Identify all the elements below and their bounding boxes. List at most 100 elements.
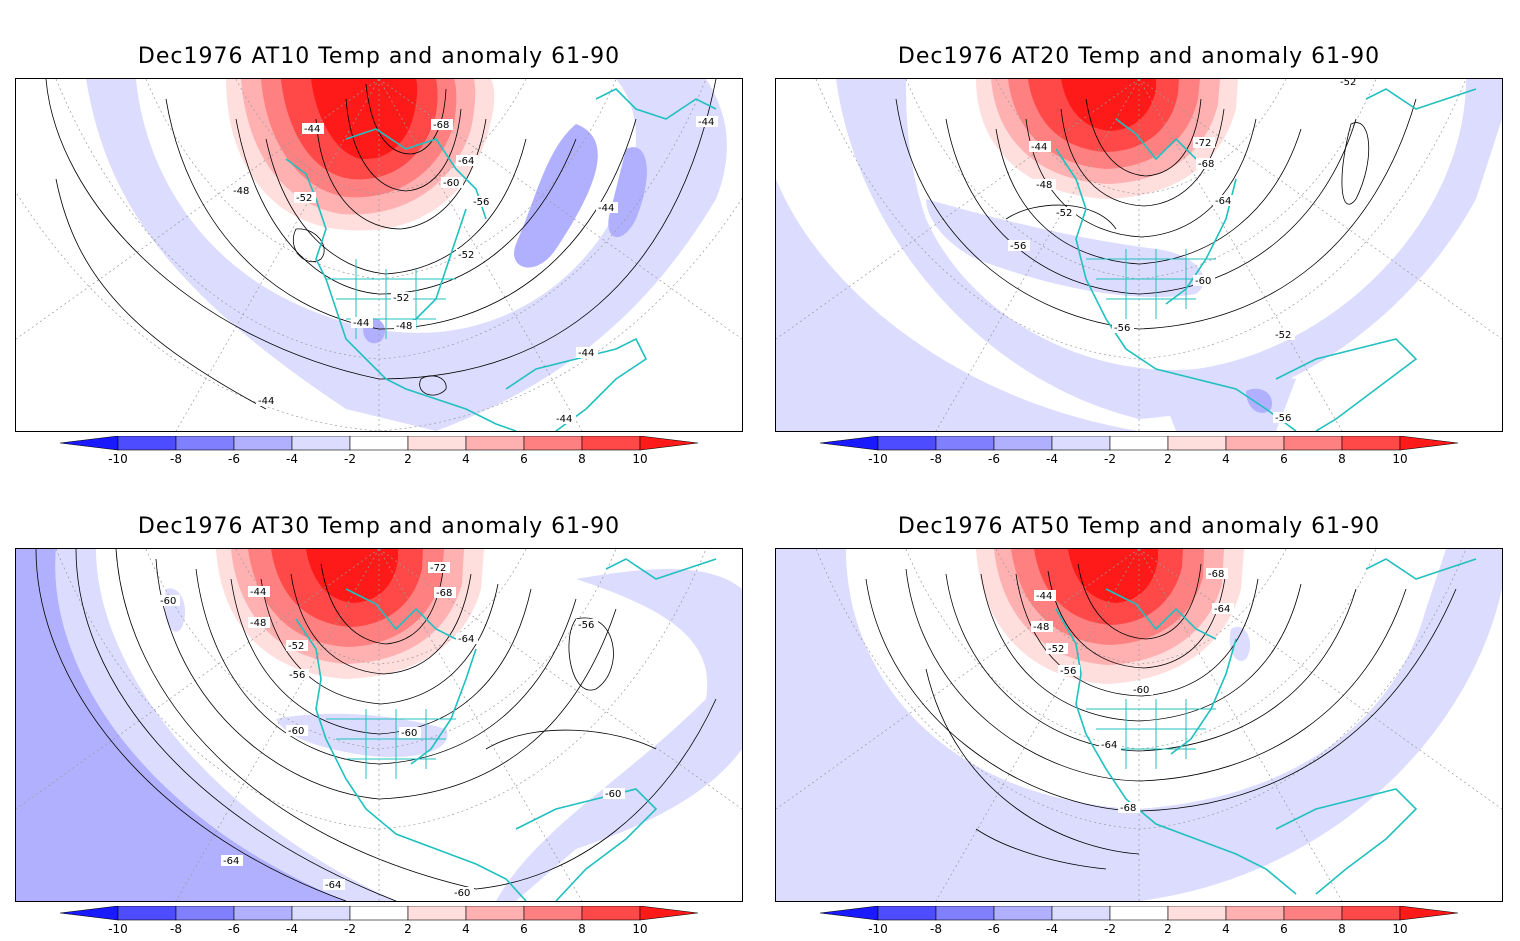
contour-label: -68 [1120,803,1136,814]
anomaly-pos-10 [1068,549,1158,603]
contour-line [568,617,614,691]
contour-label: -52 [1340,79,1356,88]
colorbar-svg: -10 -8 -6 -4 -2 2 4 6 8 10 [819,435,1459,466]
contour-line [485,729,657,750]
coastline-south-america [1275,338,1418,431]
colorbar-1: -10 -8 -6 -4 -2 2 4 6 8 10 [59,435,710,471]
country-borders [1086,699,1216,769]
colorbar-label: -6 [988,922,1000,936]
panel-title: Dec1976 AT30 Temp and anomaly 61-90 [137,514,621,539]
colorbar-segment [465,435,525,451]
colorbar-label: -8 [930,922,942,936]
contour-line [320,563,445,645]
coastline-europe [1365,558,1477,580]
map-at20: -52 -72 -68 -64 -44 -48 -52 -56 -60 -56 … [775,78,1503,432]
coastline-arctic [1105,588,1217,640]
contour-label: -60 [1133,685,1149,696]
contour-line [1341,122,1370,205]
contour-line [1085,98,1202,177]
colorbar-segment [581,435,641,451]
anomaly-pos-10 [306,549,398,603]
colorbar-segment [581,905,641,921]
contour-label: -68 [433,120,449,131]
colorbar-segment [349,435,409,451]
anomaly-neg-blob [1156,371,1296,431]
coastline-europe [595,88,717,120]
contour-line [55,178,267,410]
contour-label: -64 [1214,604,1230,615]
anomaly-neg-blob [1246,388,1272,413]
anomaly-neg-blob [276,713,448,758]
coastline-arctic [345,588,457,640]
contour-line [315,118,487,230]
contour-line [165,98,637,330]
contour-line [945,118,1357,295]
colorbar-label: 4 [462,922,470,936]
coastline-north-america [1055,148,1297,431]
anomaly-neg-band [776,549,1502,901]
colorbar-arrow-right [1399,435,1459,451]
contour-label: -68 [1208,569,1224,580]
colorbar-label: 8 [1338,922,1346,936]
colorbar-segment [1051,435,1111,451]
contour-line [345,98,462,192]
contour-line [925,668,1140,855]
map-at50: -68 -64 -44 -48 -52 -56 -60 -64 -68 [775,548,1503,902]
colorbar-label: 6 [520,452,528,466]
colorbar-segment [233,435,293,451]
contour-label: -56 [1010,241,1026,252]
colorbar-label: -4 [1046,922,1058,936]
coastline-north-america [295,618,527,901]
colorbar-segment [407,905,467,921]
contour-label: -56 [289,670,305,681]
contour-label: -60 [160,596,176,607]
contour-line [1077,563,1202,640]
contour-label: -68 [1198,159,1214,170]
contour-label: -64 [458,156,474,167]
colorbar-label: -4 [1046,452,1058,466]
contour-line [230,578,532,735]
colorbar-segment [1283,905,1343,921]
coastline-europe [605,558,717,580]
colorbar-segment [877,435,937,451]
colorbar-3: -10 -8 -6 -4 -2 2 4 6 8 10 [59,905,710,941]
contour-label: -48 [233,186,249,197]
colorbar-segment [117,435,177,451]
contour-label: -52 [458,250,474,261]
contour-label: -44 [258,396,274,407]
colorbar-arrow-left [59,905,119,921]
contour-line [235,118,577,295]
colorbar-label: 10 [632,452,647,466]
colorbar-segment [291,435,351,451]
contour-line [895,98,1417,330]
colorbar-label: 2 [1164,452,1172,466]
anomaly-neg-blob [608,147,647,238]
colorbar-label: 6 [520,922,528,936]
colorbar-arrow-right [639,905,699,921]
colorbar-label: -10 [108,452,128,466]
contour-line [975,828,1107,870]
contour-label: -64 [1215,196,1231,207]
contour-line [292,228,325,262]
colorbar-segment [175,905,235,921]
colorbar-segment [349,905,409,921]
anomaly-neg-band [776,79,1502,431]
contour-label: -44 [353,318,369,329]
coastline-europe [1365,88,1477,110]
colorbar-4: -10 -8 -6 -4 -2 2 4 6 8 10 [819,905,1470,941]
contour-label: -52 [296,193,312,204]
coastline-north-america [1055,608,1297,895]
colorbar-label: 8 [578,922,586,936]
colorbar-2: -10 -8 -6 -4 -2 2 4 6 8 10 [819,435,1470,471]
colorbar-label: 2 [404,452,412,466]
panel-title: Dec1976 AT20 Temp and anomaly 61-90 [897,44,1381,69]
colorbar-label: 4 [1222,452,1230,466]
contour-label: -44 [578,348,594,359]
colorbar-segment [935,435,995,451]
colorbar-svg: -10 -8 -6 -4 -2 2 4 6 8 10 [59,435,699,466]
colorbar-segment [993,435,1053,451]
contour-label: -60 [443,178,459,189]
country-borders [1086,249,1216,319]
contour-label: -68 [436,588,452,599]
contour-label: -60 [288,726,304,737]
